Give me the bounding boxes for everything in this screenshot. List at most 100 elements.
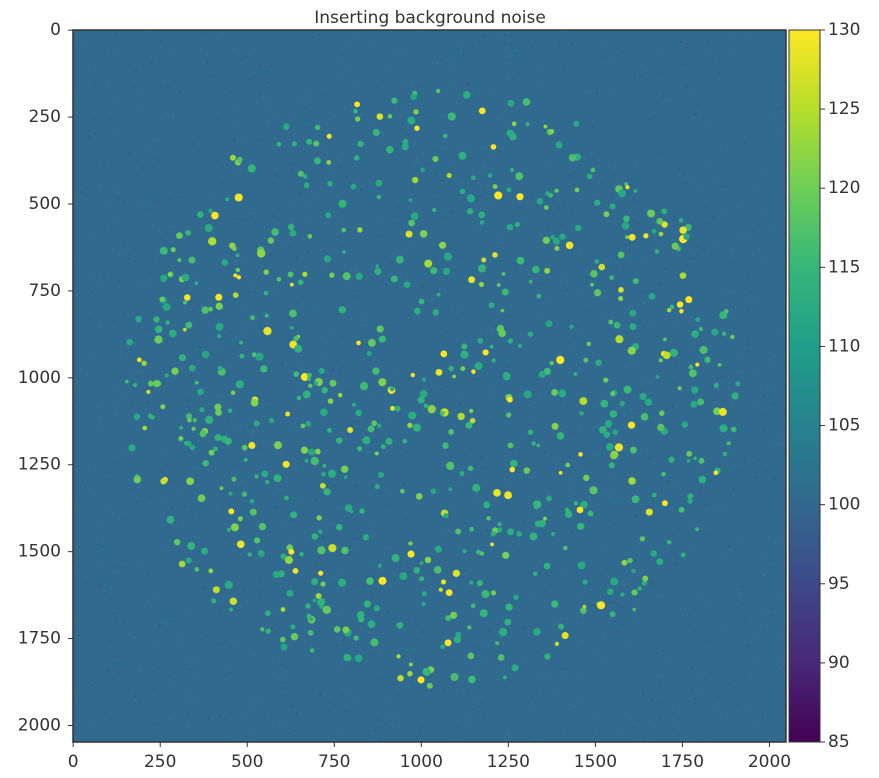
noise-pixel bbox=[107, 356, 109, 358]
spot bbox=[421, 602, 425, 606]
spot bbox=[563, 546, 567, 550]
spot bbox=[507, 528, 514, 535]
noise-pixel bbox=[159, 671, 161, 673]
noise-pixel bbox=[444, 339, 446, 341]
noise-pixel bbox=[537, 651, 539, 653]
noise-pixel bbox=[767, 710, 769, 712]
noise-pixel bbox=[305, 530, 307, 532]
noise-pixel bbox=[781, 106, 783, 108]
noise-pixel bbox=[490, 152, 492, 154]
noise-pixel bbox=[756, 106, 758, 108]
noise-pixel bbox=[436, 668, 438, 670]
noise-pixel bbox=[447, 496, 449, 498]
noise-pixel bbox=[661, 493, 663, 495]
noise-pixel bbox=[349, 182, 351, 184]
spot bbox=[378, 472, 384, 478]
spot bbox=[250, 499, 255, 504]
noise-pixel bbox=[414, 620, 416, 622]
noise-pixel bbox=[114, 48, 116, 50]
noise-pixel bbox=[252, 565, 254, 567]
spot bbox=[342, 250, 346, 254]
spot bbox=[559, 233, 566, 240]
noise-pixel bbox=[196, 348, 198, 350]
noise-pixel bbox=[322, 114, 324, 116]
noise-pixel bbox=[120, 356, 122, 358]
noise-pixel bbox=[699, 492, 701, 494]
spot bbox=[524, 467, 531, 474]
spot bbox=[586, 342, 591, 347]
noise-pixel bbox=[622, 52, 624, 54]
noise-pixel bbox=[92, 57, 94, 59]
noise-pixel bbox=[214, 311, 216, 313]
noise-pixel bbox=[384, 284, 386, 286]
noise-pixel bbox=[405, 96, 407, 98]
noise-pixel bbox=[243, 150, 245, 152]
spot bbox=[456, 632, 461, 637]
noise-pixel bbox=[130, 552, 132, 554]
noise-pixel bbox=[627, 82, 629, 84]
spot bbox=[491, 531, 496, 536]
noise-pixel bbox=[758, 346, 760, 348]
noise-pixel bbox=[606, 548, 608, 550]
noise-pixel bbox=[636, 620, 638, 622]
noise-pixel bbox=[354, 601, 356, 603]
spot bbox=[539, 371, 546, 378]
chart-title: Inserting background noise bbox=[314, 8, 546, 28]
spot bbox=[414, 126, 419, 131]
colorbar-tick-label: 120 bbox=[828, 178, 860, 198]
noise-pixel bbox=[394, 369, 396, 371]
spot bbox=[439, 242, 446, 249]
noise-pixel bbox=[350, 225, 352, 227]
noise-pixel bbox=[727, 716, 729, 718]
spot bbox=[448, 429, 454, 435]
noise-pixel bbox=[505, 34, 507, 36]
noise-pixel bbox=[672, 85, 674, 87]
spot bbox=[187, 418, 192, 423]
noise-pixel bbox=[469, 347, 471, 349]
spot bbox=[490, 543, 494, 547]
noise-pixel bbox=[751, 622, 753, 624]
noise-pixel bbox=[695, 315, 697, 317]
spot bbox=[620, 401, 625, 406]
spot bbox=[615, 335, 623, 343]
noise-pixel bbox=[732, 241, 734, 243]
spot bbox=[680, 272, 687, 279]
spot bbox=[722, 332, 726, 336]
noise-pixel bbox=[464, 255, 466, 257]
spot bbox=[623, 215, 630, 222]
noise-pixel bbox=[571, 690, 573, 692]
noise-pixel bbox=[343, 188, 345, 190]
noise-pixel bbox=[324, 378, 326, 380]
noise-pixel bbox=[514, 313, 516, 315]
noise-pixel bbox=[576, 42, 578, 44]
noise-pixel bbox=[673, 725, 675, 727]
spot bbox=[625, 235, 629, 239]
noise-pixel bbox=[425, 384, 427, 386]
noise-pixel bbox=[368, 643, 370, 645]
spot bbox=[404, 281, 411, 288]
noise-pixel bbox=[652, 583, 654, 585]
noise-pixel bbox=[382, 442, 384, 444]
noise-pixel bbox=[668, 338, 670, 340]
y-tick-label: 750 bbox=[29, 281, 61, 301]
noise-pixel bbox=[109, 112, 111, 114]
noise-pixel bbox=[135, 79, 137, 81]
noise-pixel bbox=[296, 302, 298, 304]
noise-pixel bbox=[387, 249, 389, 251]
spot bbox=[410, 94, 416, 100]
noise-pixel bbox=[631, 456, 633, 458]
noise-pixel bbox=[665, 661, 667, 663]
spot bbox=[670, 305, 674, 309]
noise-pixel bbox=[299, 580, 301, 582]
noise-pixel bbox=[681, 359, 683, 361]
spot bbox=[176, 232, 183, 239]
noise-pixel bbox=[77, 572, 79, 574]
spot bbox=[354, 101, 360, 107]
noise-pixel bbox=[203, 64, 205, 66]
noise-pixel bbox=[777, 658, 779, 660]
noise-pixel bbox=[669, 390, 671, 392]
noise-pixel bbox=[350, 390, 352, 392]
noise-pixel bbox=[661, 500, 663, 502]
noise-pixel bbox=[300, 389, 302, 391]
noise-pixel bbox=[103, 210, 105, 212]
